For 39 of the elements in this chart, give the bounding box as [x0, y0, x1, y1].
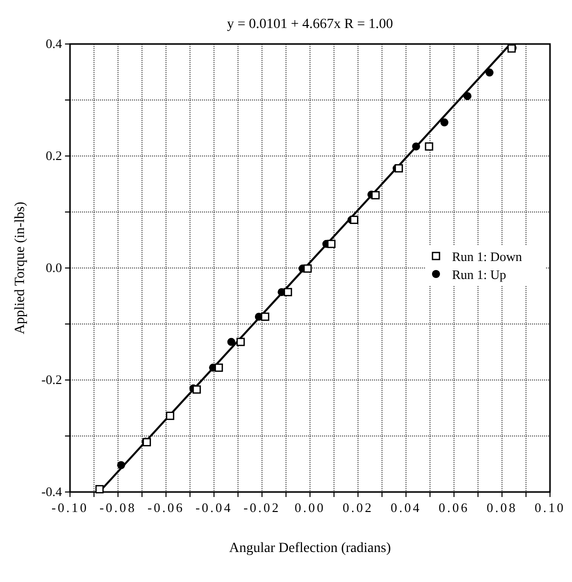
x-tick-label: -0.02 — [243, 500, 281, 515]
point — [236, 338, 245, 346]
point — [303, 264, 312, 273]
y-tick-label: -0.4 — [41, 484, 62, 499]
point — [214, 364, 223, 372]
point — [117, 461, 126, 470]
x-tick-label: -0.04 — [195, 500, 233, 515]
y-tick-label: 0.2 — [46, 148, 62, 163]
x-axis-title: Angular Deflection (radians) — [229, 541, 392, 556]
legend-label: Run 1: Up — [452, 267, 506, 282]
y-tick-label: 0.4 — [46, 36, 62, 51]
y-axis-title: Applied Torque (in-lbs) — [13, 201, 28, 334]
x-tick-label: 0.02 — [342, 500, 374, 515]
point — [463, 92, 472, 100]
point — [350, 216, 358, 224]
point — [486, 68, 494, 77]
point — [371, 191, 380, 200]
point — [166, 412, 174, 420]
x-tick-label: 0.04 — [390, 500, 422, 515]
y-tick-label: -0.2 — [41, 372, 62, 387]
x-tick-label: 0.10 — [534, 500, 566, 515]
point — [327, 240, 336, 248]
x-tick-label: -0.06 — [147, 500, 185, 515]
x-tick-label: 0.00 — [294, 500, 326, 515]
x-tick-label: 0.08 — [486, 500, 518, 515]
x-tick-label: 0.06 — [438, 500, 470, 515]
chart-title: y = 0.0101 + 4.667x R = 1.00 — [226, 17, 394, 32]
point — [412, 142, 420, 150]
point — [192, 385, 201, 394]
legend-label: Run 1: Down — [452, 249, 523, 264]
y-tick-label: 0.0 — [46, 260, 62, 275]
point — [440, 118, 448, 126]
point — [424, 142, 434, 151]
x-tick-label: -0.08 — [99, 500, 137, 515]
point — [284, 288, 292, 296]
point — [227, 338, 236, 346]
point — [95, 485, 104, 494]
x-tick-label: -0.10 — [51, 500, 89, 515]
point — [260, 312, 270, 321]
